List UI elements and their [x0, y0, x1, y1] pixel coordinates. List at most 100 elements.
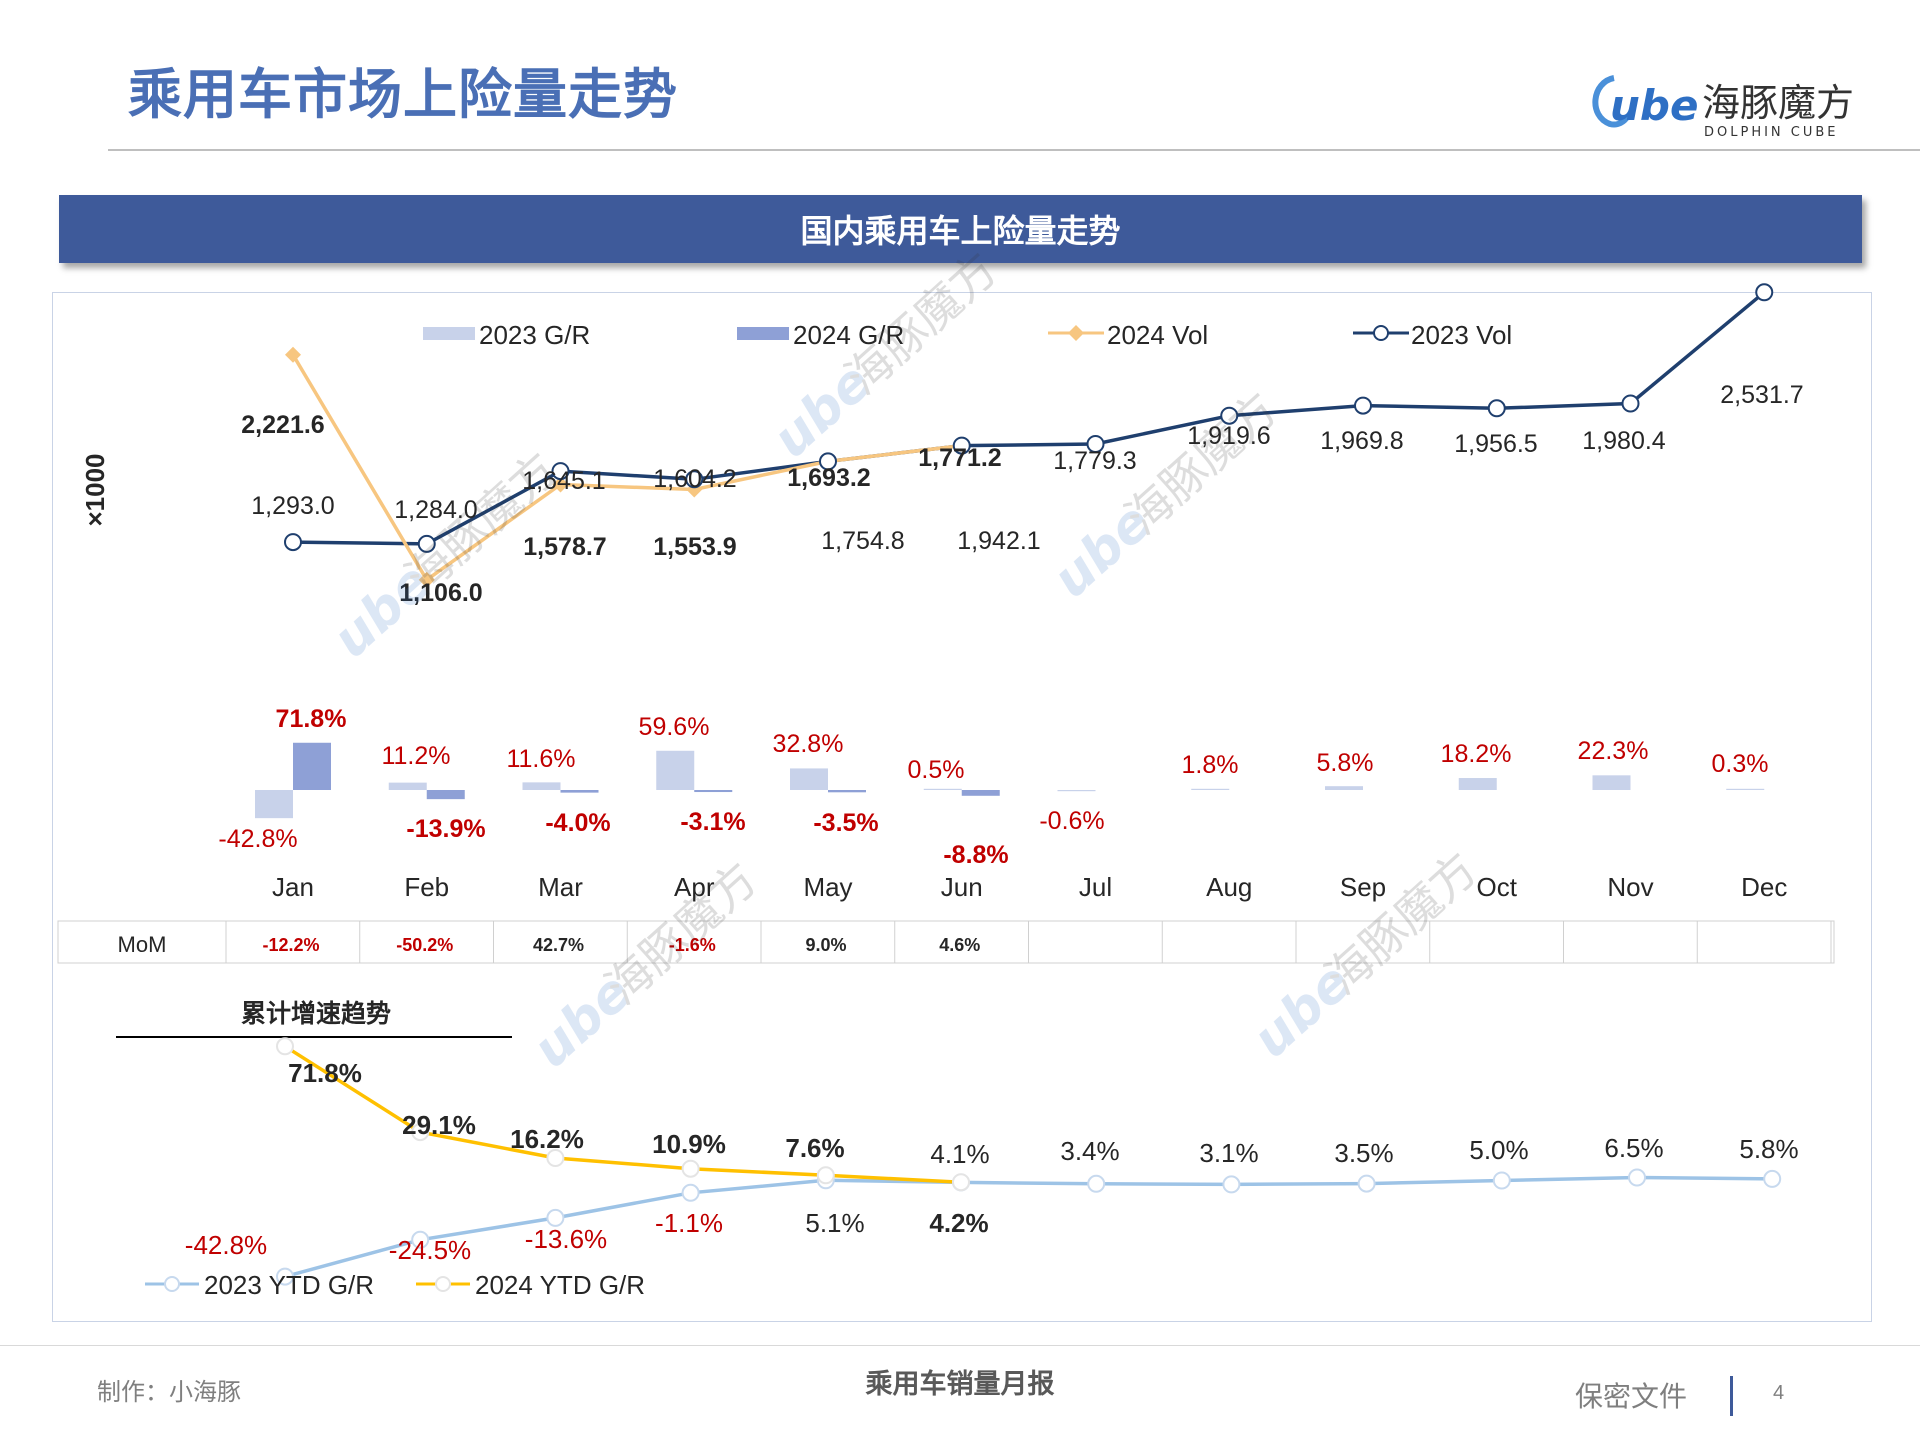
logo-mark: ube: [1610, 81, 1698, 130]
data-label-2024-gr: -4.0%: [545, 809, 610, 837]
category-label: Mar: [538, 872, 583, 902]
point-2023-ytd: [1087, 1174, 1106, 1193]
category-label: Sep: [1340, 872, 1386, 902]
category-label: Oct: [1477, 872, 1518, 902]
legend-label-2023-ytd: 2023 YTD G/R: [204, 1270, 374, 1300]
legend-marker-2023-vol: [1373, 325, 1389, 341]
legend-label-2024-gr: 2024 G/R: [793, 320, 904, 350]
legend-label-2024-ytd: 2024 YTD G/R: [475, 1270, 645, 1300]
point-2023-vol: [1086, 435, 1105, 453]
legend-label-2023-gr: 2023 G/R: [479, 320, 590, 350]
series-line-2023-ytd: [284, 1175, 1773, 1279]
point-2023-vol: [1487, 399, 1506, 418]
data-label-2024-gr: -3.5%: [813, 809, 878, 837]
point-2024-ytd: [816, 1166, 835, 1185]
data-label-2024-ytd: 4.2%: [929, 1208, 988, 1238]
bar-2023-gr: [1057, 790, 1096, 792]
legend-label-2023-vol: 2023 Vol: [1411, 320, 1512, 350]
point-2023-ytd: [1628, 1168, 1646, 1187]
point-2023-ytd: [276, 1267, 294, 1286]
data-label-2023-ytd: 5.8%: [1739, 1134, 1798, 1164]
data-label-2023-vol: 1,969.8: [1320, 427, 1403, 455]
bar-2023-gr: [255, 790, 293, 819]
mom-row-label: MoM: [118, 932, 167, 957]
page-number: 4: [1773, 1382, 1785, 1404]
data-label-2023-vol: 1,942.1: [957, 527, 1040, 555]
unit-label: ×1000: [80, 453, 110, 526]
ytd-title: 累计增速趋势: [241, 999, 391, 1028]
data-label-2023-ytd: -1.1%: [655, 1208, 723, 1238]
section-banner: 国内乘用车上险量走势: [59, 195, 1862, 263]
data-label-2023-vol: 1,293.0: [251, 492, 334, 520]
data-label-2023-ytd: 3.4%: [1060, 1136, 1119, 1166]
point-2024-ytd: [681, 1159, 700, 1178]
point-2023-vol: [1621, 394, 1640, 413]
category-label: Jul: [1079, 872, 1112, 902]
data-label-2023-gr: 11.6%: [506, 745, 575, 773]
bar-2024-gr: [426, 790, 465, 800]
data-label-2023-gr: -42.8%: [218, 825, 297, 853]
footer-divider: [0, 1345, 1920, 1346]
data-label-2023-vol: 2,531.7: [1720, 381, 1803, 409]
data-label-2024-ytd: 16.2%: [510, 1124, 584, 1154]
data-label-2023-gr: 11.2%: [381, 742, 450, 770]
data-label-2023-vol: 1,645.1: [522, 467, 605, 495]
data-label-2023-gr: 1.8%: [1182, 751, 1239, 779]
data-label-2024-vol: 1,106.0: [399, 579, 482, 607]
data-label-2023-vol: 1,919.6: [1187, 422, 1270, 450]
point-2023-vol: [1220, 406, 1239, 425]
legend-marker-2023-ytd: [164, 1276, 180, 1292]
category-label: Feb: [404, 872, 449, 902]
title-divider: [108, 149, 1920, 151]
logo-cn: 海豚魔方: [1702, 81, 1854, 125]
data-label-2023-ytd: -13.6%: [525, 1224, 607, 1254]
data-label-2023-ytd: 3.5%: [1334, 1138, 1393, 1168]
legend-swatch-2023-gr: [423, 327, 475, 340]
bar-2024-gr: [828, 790, 866, 793]
data-label-2024-ytd: 29.1%: [402, 1110, 476, 1140]
data-label-2023-gr: 18.2%: [1441, 740, 1512, 768]
data-label-2024-vol: 1,693.2: [787, 464, 870, 492]
point-2023-ytd: [1492, 1171, 1511, 1190]
logo-swirl-icon: [1592, 75, 1631, 128]
legend-swatch-2024-gr: [737, 327, 789, 340]
category-label: Apr: [674, 872, 715, 902]
bar-2023-gr: [1325, 786, 1363, 790]
footer-confidential: 保密文件: [1575, 1380, 1688, 1413]
data-label-2023-gr: 0.3%: [1712, 750, 1769, 778]
category-label: Jan: [272, 872, 314, 902]
bar-2023-gr: [656, 750, 695, 790]
point-2024-ytd: [546, 1149, 565, 1167]
bar-2023-gr: [790, 768, 828, 790]
data-label-2023-gr: 22.3%: [1578, 737, 1649, 765]
page-title: 乘用车市场上险量走势: [128, 63, 678, 126]
category-label: Jun: [941, 872, 983, 902]
bar-2023-gr: [1458, 778, 1497, 790]
point-2023-ytd: [1222, 1175, 1241, 1194]
data-label-2023-gr: 32.8%: [773, 730, 844, 758]
data-label-2024-ytd: 71.8%: [288, 1058, 362, 1088]
category-label: Aug: [1206, 872, 1252, 902]
footer-report-name: 乘用车销量月报: [865, 1369, 1055, 1400]
data-label-2024-ytd: 7.6%: [785, 1133, 844, 1163]
series-line-2024-vol: [291, 353, 962, 583]
mom-cell: -1.6%: [669, 935, 716, 955]
data-label-2023-vol: 1,956.5: [1454, 430, 1537, 458]
point-2023-vol: [685, 470, 704, 489]
bar-2023-gr: [1592, 775, 1631, 790]
point-2023-ytd: [681, 1183, 700, 1202]
point-2023-vol: [1354, 396, 1372, 415]
data-label-2023-vol: 1,779.3: [1053, 447, 1136, 475]
data-label-2023-ytd: -42.8%: [185, 1230, 267, 1260]
point-2024-vol: [552, 476, 569, 493]
mom-cell: 42.7%: [533, 935, 584, 955]
data-label-2023-gr: 5.8%: [1317, 749, 1374, 777]
data-label-2023-ytd: 4.1%: [930, 1139, 989, 1169]
chart-panel: [52, 292, 1872, 1322]
data-label-2024-gr: 71.8%: [276, 705, 347, 733]
footer-separator: [1730, 1376, 1733, 1416]
data-label-2023-ytd: 3.1%: [1199, 1138, 1258, 1168]
point-2023-ytd: [1763, 1169, 1782, 1188]
data-label-2024-vol: 2,221.6: [241, 411, 324, 439]
